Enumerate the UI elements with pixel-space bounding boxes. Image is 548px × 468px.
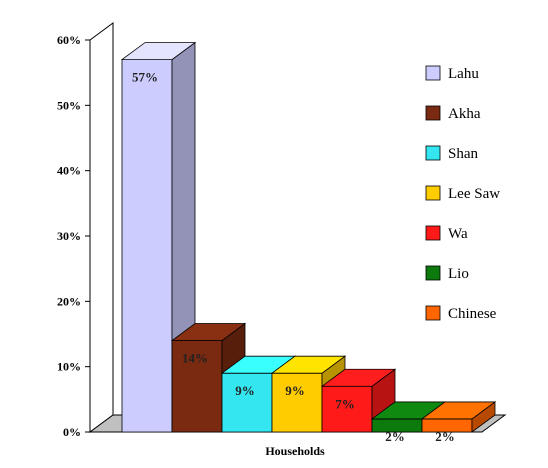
y-tick-label: 40% <box>57 164 81 178</box>
data-label: 2% <box>385 429 405 444</box>
legend-swatch <box>425 305 441 321</box>
data-labels: 57% 14% 9% 9% 7% 2% 2% <box>132 70 455 444</box>
legend-swatch <box>425 145 441 161</box>
bar-top-face <box>320 368 397 387</box>
y-tick-label: 60% <box>57 33 81 47</box>
bar-front-face <box>271 372 323 433</box>
legend-item-akha: Akha <box>425 105 481 122</box>
legend-label: Wa <box>448 226 468 242</box>
data-label: 57% <box>132 70 158 85</box>
legend-label: Lee Saw <box>448 186 500 202</box>
legend-swatch <box>425 225 441 241</box>
bar-front-face <box>221 372 273 433</box>
legend-label: Lahu <box>448 66 479 82</box>
x-axis-label: Households <box>265 444 325 458</box>
y-tick-label: 30% <box>57 229 81 243</box>
bar-chinese <box>420 401 497 433</box>
legend-swatch <box>425 105 441 121</box>
legend-swatch <box>425 185 441 201</box>
legend-label: Chinese <box>448 306 497 322</box>
legend-label: Lio <box>448 266 469 282</box>
bar-front-face <box>121 59 173 433</box>
bar-top-face <box>170 323 247 341</box>
y-tick-label: 0% <box>63 425 81 439</box>
legend-item-lee-saw: Lee Saw <box>425 185 500 202</box>
back-wall <box>89 22 114 433</box>
y-tick-label: 50% <box>57 98 81 112</box>
bar-top-face <box>420 401 497 420</box>
data-label: 9% <box>285 383 305 398</box>
data-label: 7% <box>335 396 355 411</box>
bar-wa <box>320 368 397 433</box>
legend-item-chinese: Chinese <box>425 305 497 322</box>
y-tick-label: 20% <box>57 294 81 308</box>
bar-top-face <box>120 42 197 60</box>
legend-item-shan: Shan <box>425 145 479 162</box>
data-label: 2% <box>435 429 455 444</box>
y-tick-label: 10% <box>57 360 81 374</box>
legend-item-lio: Lio <box>425 265 469 282</box>
data-label: 14% <box>182 351 208 366</box>
y-axis-ticks: 0% 10% 20% 30% 40% 50% 60% <box>57 33 90 439</box>
legend: Lahu Akha Shan Lee Saw Wa Lio Chinese <box>425 65 500 322</box>
legend-item-wa: Wa <box>425 225 468 242</box>
legend-label: Akha <box>448 106 481 122</box>
legend-item-lahu: Lahu <box>425 65 479 82</box>
data-label: 9% <box>235 383 255 398</box>
bars <box>120 41 497 433</box>
legend-label: Shan <box>448 146 479 162</box>
legend-swatch <box>425 265 441 281</box>
bar-top-face <box>270 355 347 374</box>
legend-swatch <box>425 65 441 81</box>
